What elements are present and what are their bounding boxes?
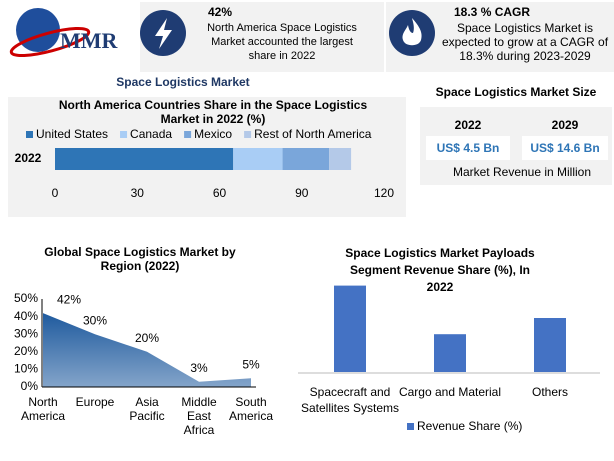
highlight-text: North America Space Logistics Market acc… <box>207 22 357 62</box>
highlight-text: Space Logistics Market is expected to gr… <box>441 21 609 63</box>
x-tick-label: 30 <box>131 186 145 200</box>
x-tick-label: Spacecraft and Satellites Systems <box>300 385 400 415</box>
bar-segment <box>233 148 283 170</box>
x-tick-label: Cargo and Material <box>398 385 502 399</box>
highlight-value: 18.3 % CAGR <box>454 5 531 19</box>
logo-text: MMR <box>60 28 118 53</box>
logo-orbit <box>9 26 91 58</box>
x-tick-label: 60 <box>213 186 227 200</box>
x-tick-label: 0 <box>52 186 59 200</box>
size-note: Market Revenue in Million <box>452 165 592 179</box>
bolt-icon <box>155 18 172 49</box>
y-tick-label: 50% <box>14 291 38 305</box>
year: 2029 <box>551 118 579 132</box>
bar <box>434 334 466 372</box>
logo-globe <box>16 8 60 52</box>
y-tick-label: 10% <box>14 362 38 376</box>
x-tick-label: Others <box>531 385 568 399</box>
y-tick-label: 2022 <box>15 151 42 165</box>
value-label: 30% <box>83 313 107 327</box>
x-tick-label: 90 <box>295 186 309 200</box>
legend-label: Mexico <box>194 127 232 141</box>
y-tick-label: 40% <box>14 309 38 323</box>
bar-segment <box>329 148 352 170</box>
value-box <box>426 136 510 160</box>
x-tick-label: Asia Pacific <box>129 395 165 423</box>
legend-label: United States <box>36 127 108 141</box>
chart-title: Global Space Logistics Market by Region … <box>44 245 236 273</box>
bar <box>534 318 566 372</box>
y-tick-label: 0% <box>21 379 39 393</box>
highlight-value: 42% <box>208 5 233 19</box>
value-label: 20% <box>135 331 159 345</box>
chart-title: Space Logistics Market Payloads Segment … <box>345 246 535 294</box>
x-tick-label: North America <box>20 395 65 423</box>
section-title: Space Logistics Market <box>116 75 250 89</box>
bar <box>334 285 366 372</box>
legend-swatch <box>120 131 128 138</box>
flame-icon <box>402 18 422 46</box>
year: 2022 <box>454 118 482 132</box>
x-tick-label: 120 <box>374 186 394 200</box>
size-value: US$ 4.5 Bn <box>436 141 500 155</box>
legend-swatch <box>26 131 33 138</box>
value-label: 42% <box>57 292 81 306</box>
legend-label: Revenue Share (%) <box>417 419 522 433</box>
legend-label: Canada <box>130 127 172 141</box>
size-title: Space Logistics Market Size <box>435 85 597 99</box>
value-label: 3% <box>190 361 208 375</box>
y-tick-label: 20% <box>14 344 38 358</box>
value-label: 5% <box>242 357 260 371</box>
bar-segment <box>282 148 330 170</box>
value-box <box>522 136 608 160</box>
legend-swatch <box>184 131 192 138</box>
legend-label: Rest of North America <box>254 127 372 141</box>
x-tick-label: South America <box>228 395 273 423</box>
area <box>43 313 251 387</box>
legend-swatch <box>407 423 414 430</box>
x-tick-label: Europe <box>75 395 115 409</box>
legend-swatch <box>244 131 252 138</box>
x-tick-label: Middle East Africa <box>181 395 217 437</box>
y-tick-label: 30% <box>14 326 38 340</box>
size-value: US$ 14.6 Bn <box>530 141 600 155</box>
chart-title: North America Countries Share in the Spa… <box>58 98 368 126</box>
bar-segment <box>55 148 234 170</box>
